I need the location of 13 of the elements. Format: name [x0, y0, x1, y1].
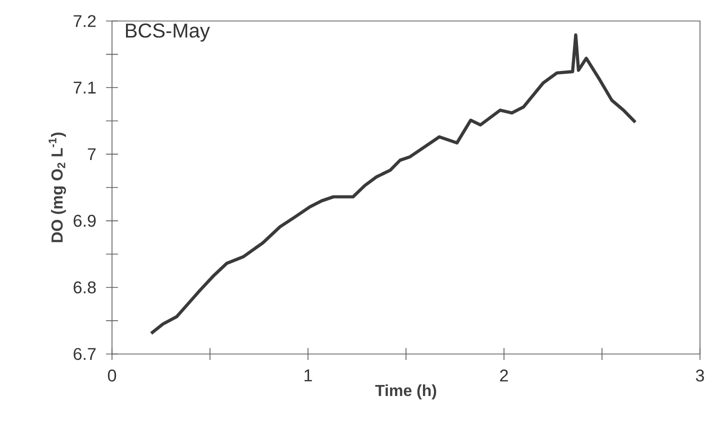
x-axis-title: Time (h) — [375, 384, 436, 400]
y-tick-label: 6.9 — [74, 214, 96, 227]
x-tick-label: 1 — [304, 370, 312, 382]
chart-title: BCS-May — [126, 24, 210, 42]
y-axis-title: DO (mg O$_{2}$ L$^{-1}$) — [48, 132, 66, 242]
y-tick-label: 6.8 — [74, 281, 96, 294]
x-tick-label: 3 — [696, 370, 704, 382]
x-tick-label: 0 — [108, 370, 116, 382]
x-tick-label: 2 — [500, 370, 508, 382]
y-tick-label: 7 — [88, 148, 96, 160]
y-tick-label: 6.7 — [74, 348, 96, 360]
y-tick-label: 7.1 — [74, 82, 96, 94]
y-tick-label: 7.2 — [74, 15, 96, 27]
